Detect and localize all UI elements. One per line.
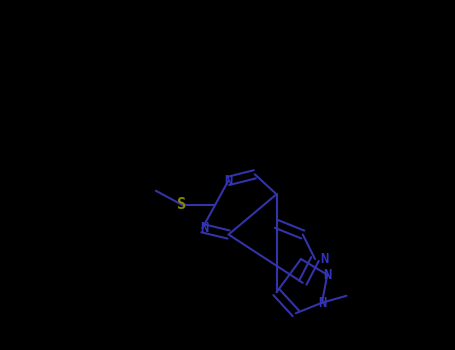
Text: N: N — [323, 268, 331, 282]
Text: S: S — [177, 197, 187, 212]
Text: N: N — [200, 221, 208, 235]
Text: N: N — [320, 252, 329, 266]
Text: N: N — [224, 174, 233, 188]
Text: N: N — [318, 296, 326, 310]
